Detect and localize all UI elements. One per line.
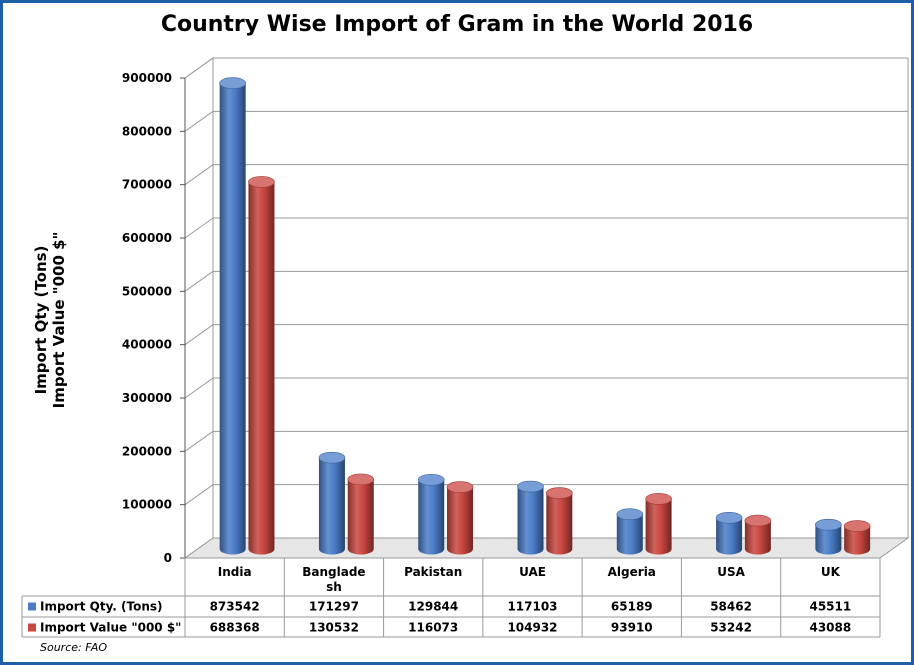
data-label: 688368: [210, 621, 260, 635]
data-label: 873542: [210, 600, 260, 614]
bar-top-1: [347, 473, 375, 486]
bar-top-0: [417, 473, 445, 486]
gridline-side: [184, 57, 214, 79]
back-wall: [212, 57, 909, 539]
bar-top-0: [715, 512, 743, 524]
y-tick-label: 400000: [122, 338, 172, 352]
gridline-side: [184, 217, 214, 239]
bar-body-1: [347, 479, 374, 555]
bar-body-0: [517, 486, 544, 555]
data-label: 58462: [710, 600, 752, 614]
data-label: 65189: [611, 600, 653, 614]
bar-body-0: [815, 524, 842, 555]
bar-body-1: [546, 493, 573, 555]
bar-top-0: [517, 480, 544, 493]
y-tick-label: 700000: [122, 178, 172, 192]
bar-top-1: [248, 176, 275, 188]
legend-swatch: [28, 623, 36, 632]
y-tick-label: 300000: [122, 391, 172, 405]
legend-swatch: [28, 602, 36, 611]
x-tick-label: UAE: [519, 565, 546, 579]
bar-top-1: [645, 493, 672, 505]
bar-body-1: [744, 520, 771, 555]
y-tick-label: 200000: [122, 444, 172, 458]
gridline-side: [184, 484, 214, 506]
side-wall: [184, 57, 214, 559]
x-tick-label: India: [218, 565, 252, 579]
data-label: 45511: [809, 600, 851, 614]
bar-top-0: [616, 508, 644, 521]
bar-top-0: [318, 451, 346, 464]
bar-body-0: [318, 457, 345, 555]
bar-top-0: [815, 518, 842, 531]
y-tick-label: 100000: [122, 498, 172, 512]
data-label: 93910: [611, 621, 653, 635]
gridline-side: [184, 324, 214, 346]
data-label: 130532: [309, 621, 359, 635]
bar-top-1: [744, 514, 772, 527]
y-tick-label: 600000: [122, 231, 172, 245]
x-tick-label: sh: [326, 580, 342, 594]
data-label: 43088: [809, 621, 851, 635]
y-tick-label: 500000: [122, 284, 172, 298]
gridline-side: [184, 110, 214, 132]
bar-body-1: [447, 487, 474, 555]
bar-body-0: [616, 514, 643, 555]
data-label: 104932: [507, 621, 557, 635]
bar-top-1: [843, 520, 871, 532]
y-tick-label: 0: [164, 551, 172, 565]
source-note: Source: FAO: [40, 641, 108, 654]
bar-body-1: [844, 526, 871, 555]
y-tick-label: 800000: [122, 124, 172, 138]
legend-label: Import Value "000 $": [40, 621, 181, 635]
data-label: 117103: [507, 600, 557, 614]
bar-body-0: [716, 517, 743, 555]
gridline-side: [184, 430, 214, 452]
data-label: 116073: [408, 621, 458, 635]
gridline-side: [184, 377, 214, 399]
gridline-side: [184, 164, 214, 186]
x-tick-label: Algeria: [608, 565, 656, 579]
bar-body-0: [219, 83, 246, 555]
x-tick-label: USA: [717, 565, 745, 579]
bar-top-1: [446, 481, 474, 493]
bar-body-1: [248, 181, 275, 555]
legend-label: Import Qty. (Tons): [40, 600, 163, 614]
y-tick-label: 900000: [122, 71, 172, 85]
data-label: 53242: [710, 621, 752, 635]
bar-top-1: [546, 487, 573, 499]
x-tick-label: UK: [821, 565, 841, 579]
chart-title: Country Wise Import of Gram in the World…: [160, 12, 754, 37]
data-label: 171297: [309, 600, 359, 614]
x-tick-label: Pakistan: [404, 565, 462, 579]
bar-body-0: [418, 479, 445, 555]
gridline-side: [184, 270, 214, 292]
x-tick-label: Banglade: [302, 565, 365, 579]
data-label: 129844: [408, 600, 458, 614]
bar-body-1: [645, 498, 672, 555]
bar-top-0: [219, 77, 246, 89]
